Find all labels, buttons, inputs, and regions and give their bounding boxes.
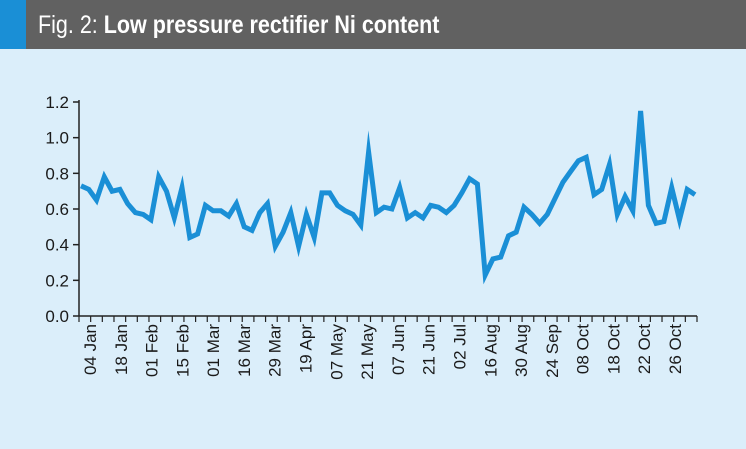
x-tick-label: 01 Feb [143, 324, 162, 377]
x-axis-ticks: 04 Jan 18 Jan 01 Feb 15 Feb 01 Mar 16 Mar 29 M… [78, 316, 698, 380]
figure-title-text: Low pressure rectifier Ni content [103, 11, 440, 39]
x-tick-label: 18 Oct [604, 324, 623, 374]
x-tick-label: 15 Feb [173, 324, 192, 377]
x-tick-label: 29 Mar [266, 324, 285, 377]
x-tick-label: 30 Aug [512, 324, 531, 377]
x-tick-label: 07 Jun [389, 324, 408, 375]
x-tick-label: 24 Sep [543, 324, 562, 378]
x-tick-label: 02 Jul [451, 324, 470, 369]
x-tick-label: 19 Apr [297, 324, 316, 373]
y-tick-label: 1.2 [45, 93, 69, 112]
x-tick-label: 22 Oct [635, 324, 654, 374]
x-tick-label: 16 Aug [481, 324, 500, 377]
chart-series [79, 110, 697, 285]
y-tick-label: 0.2 [45, 271, 69, 290]
line-chart: 0.0 0.2 0.4 0.6 0.8 1.0 1.2 04 Jan 18 Jan 01 Feb… [45, 93, 698, 380]
x-tick-label: 16 Mar [235, 324, 254, 377]
figure-label: Fig. 2: [38, 11, 98, 39]
x-tick-label: 07 May [327, 324, 346, 380]
x-tick-label: 18 Jan [112, 324, 131, 375]
y-tick-label: 0.0 [45, 307, 69, 326]
x-tick-label: 04 Jan [81, 324, 100, 375]
x-tick-label: 01 Mar [204, 324, 223, 377]
y-tick-label: 0.8 [45, 164, 69, 183]
x-tick-label: 21 May [358, 324, 377, 380]
figure-title: Fig. 2: Low pressure rectifier Ni conten… [38, 8, 439, 42]
y-tick-label: 0.6 [45, 200, 69, 219]
x-tick-label: 21 Jun [420, 324, 439, 375]
figure-header: Fig. 2: Low pressure rectifier Ni conten… [0, 0, 746, 49]
y-axis-ticks: 0.0 0.2 0.4 0.6 0.8 1.0 1.2 [45, 93, 79, 326]
header-accent-bar [0, 0, 26, 49]
y-tick-label: 1.0 [45, 129, 69, 148]
x-tick-label: 26 Oct [666, 324, 685, 374]
y-tick-label: 0.4 [45, 236, 69, 255]
series-line [79, 110, 697, 285]
x-tick-label: 08 Oct [574, 324, 593, 374]
